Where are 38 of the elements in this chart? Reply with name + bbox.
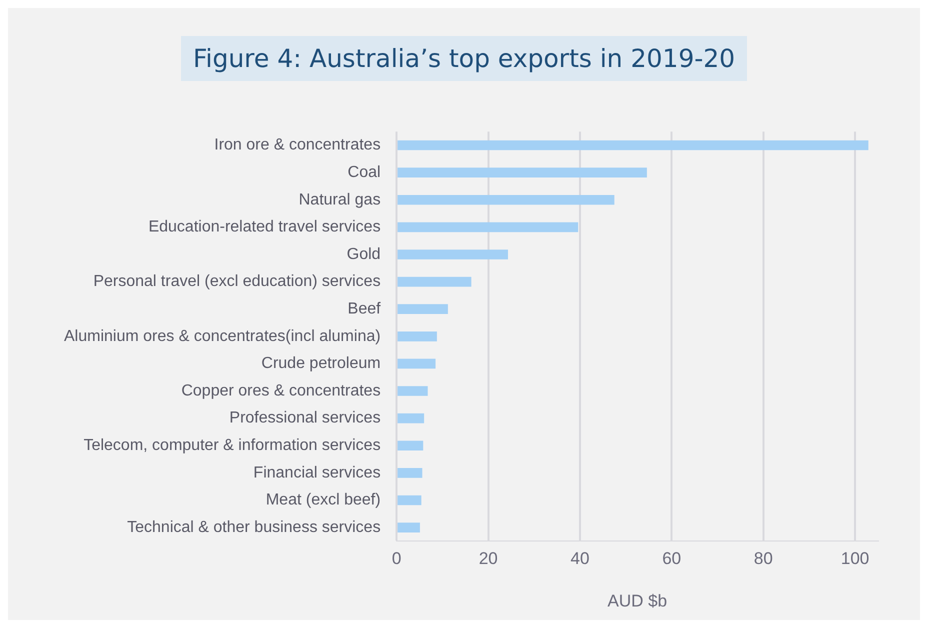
x-tick-label: 40 — [570, 549, 590, 568]
bar — [398, 522, 420, 532]
y-tick-label: Gold — [346, 246, 381, 263]
chart-title: Figure 4: Australia’s top exports in 2019-20 — [180, 36, 748, 81]
y-tick-label: Personal travel (excl education) services — [93, 273, 381, 290]
bar — [398, 413, 424, 424]
y-tick-label: Technical & other business services — [127, 518, 381, 536]
x-axis-title: AUD $b — [608, 591, 668, 610]
bar — [398, 386, 428, 396]
bar — [398, 304, 448, 314]
y-tick-label: Iron ore & concentrates — [214, 136, 381, 154]
x-tick-label: 20 — [478, 549, 498, 568]
y-tick-label: Education-related travel services — [148, 218, 381, 236]
y-tick-label: Crude petroleum — [261, 355, 381, 372]
y-tick-label: Beef — [348, 300, 382, 318]
y-tick-label: Financial services — [253, 464, 381, 482]
x-tick-label: 80 — [754, 549, 773, 568]
bar — [398, 331, 437, 342]
x-tick-label: 0 — [392, 549, 402, 568]
bar — [398, 440, 424, 451]
bar — [398, 168, 647, 178]
bar — [398, 358, 436, 369]
bar — [398, 194, 614, 205]
y-tick-label: Natural gas — [298, 191, 381, 208]
bar — [398, 276, 472, 287]
bar — [398, 468, 422, 478]
x-tick-label: 100 — [840, 549, 870, 568]
y-tick-label: Meat (excl beef) — [266, 492, 381, 509]
bar — [398, 222, 578, 232]
x-tick-label: 60 — [662, 549, 682, 568]
y-tick-label: Professional services — [229, 410, 381, 427]
bar — [398, 140, 868, 150]
bar — [398, 495, 422, 506]
y-tick-label: Copper ores & concentrates — [181, 382, 381, 400]
y-tick-label: Coal — [348, 164, 381, 181]
y-tick-label: Aluminium ores & concentrates(incl alumina) — [64, 328, 381, 345]
y-tick-label: Telecom, computer & information services — [84, 437, 381, 454]
bar — [398, 250, 508, 260]
